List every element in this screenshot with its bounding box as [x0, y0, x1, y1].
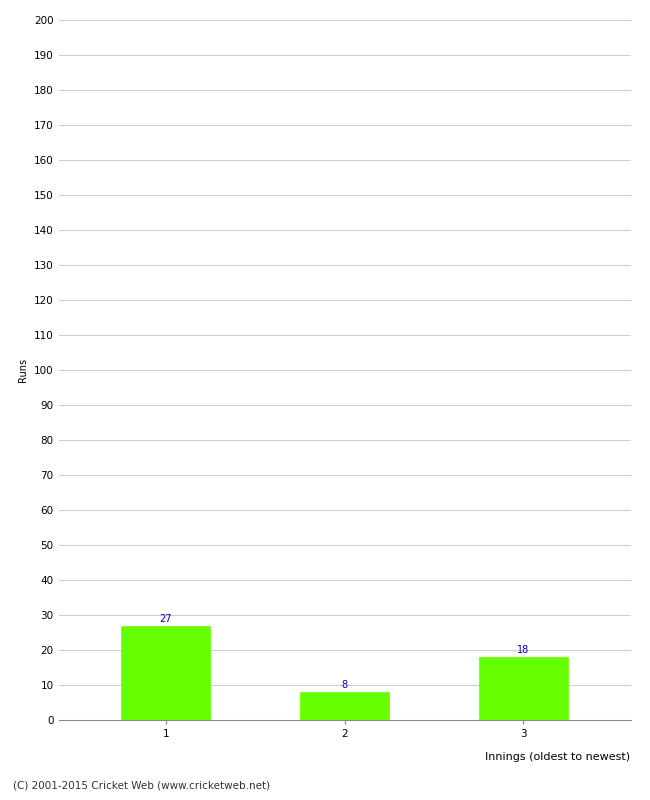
X-axis label: Innings (oldest to newest): Innings (oldest to newest) — [486, 751, 630, 762]
Text: (C) 2001-2015 Cricket Web (www.cricketweb.net): (C) 2001-2015 Cricket Web (www.cricketwe… — [13, 781, 270, 790]
Bar — [478, 657, 568, 720]
Y-axis label: Runs: Runs — [18, 358, 29, 382]
Text: 8: 8 — [341, 680, 348, 690]
Bar — [121, 626, 211, 720]
Text: 27: 27 — [159, 614, 172, 624]
Text: 18: 18 — [517, 646, 529, 655]
Bar — [300, 692, 389, 720]
